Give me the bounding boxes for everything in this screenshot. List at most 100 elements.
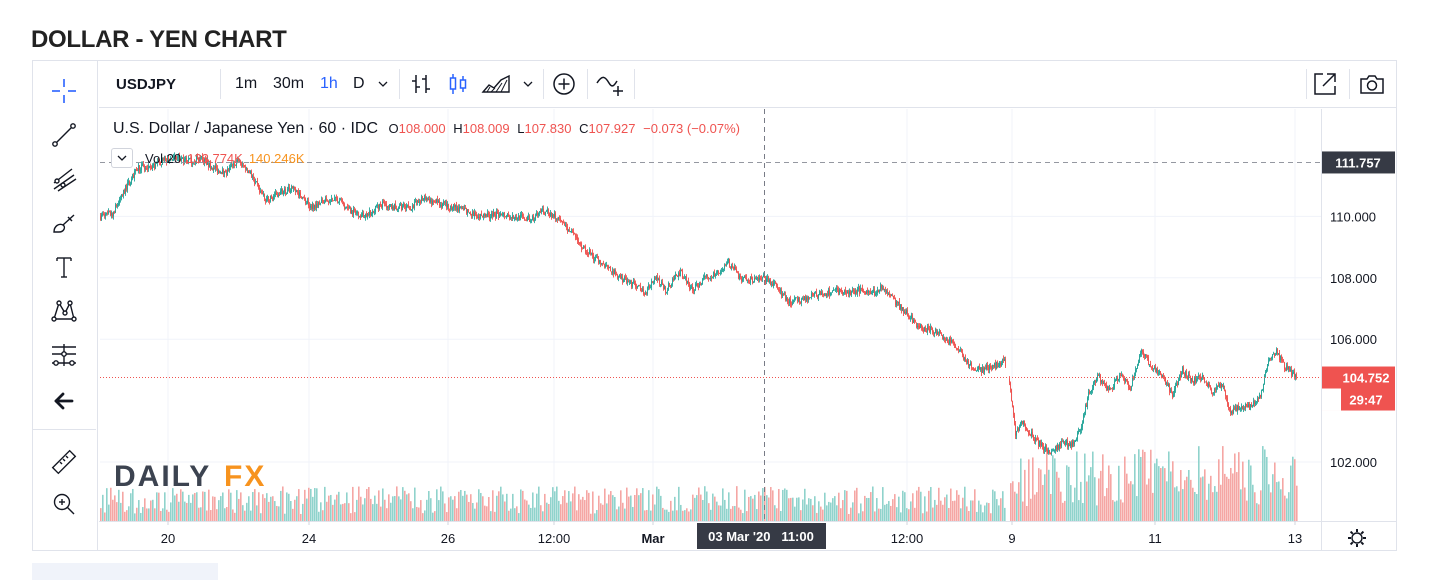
volume-bar — [746, 511, 748, 521]
candle-body — [261, 191, 262, 193]
crosshair-icon[interactable] — [32, 71, 96, 111]
candle-body — [472, 211, 473, 216]
candle-body — [651, 281, 652, 288]
candle-body — [407, 204, 408, 206]
candle-body — [1228, 403, 1229, 408]
candle-body — [1193, 381, 1194, 384]
candle-body — [834, 289, 835, 291]
candle-body — [169, 161, 170, 162]
area-icon[interactable] — [481, 61, 511, 107]
brush-icon[interactable] — [32, 203, 96, 243]
svg-text:03 Mar '20 11:00: 03 Mar '20 11:00 — [708, 529, 814, 544]
candles-icon[interactable] — [446, 61, 470, 107]
volume-bar — [1150, 449, 1152, 521]
pattern-icon[interactable] — [32, 291, 96, 331]
volume-bar — [1214, 486, 1216, 521]
volume-bar — [640, 493, 642, 521]
candle-body — [114, 211, 115, 213]
candle-body — [271, 195, 272, 198]
candle-body — [383, 201, 384, 203]
volume-bar — [1106, 488, 1108, 521]
candle-body — [523, 216, 524, 219]
candle-body — [762, 277, 763, 279]
indicators-icon[interactable] — [595, 61, 625, 107]
candle-body — [301, 196, 302, 199]
candle-body — [1275, 354, 1276, 356]
camera-icon[interactable] — [1358, 61, 1386, 107]
candle-body — [620, 275, 621, 279]
text-icon[interactable] — [32, 247, 96, 287]
candle-body — [1248, 404, 1249, 408]
candle-body — [340, 199, 341, 201]
candle-body — [1214, 388, 1215, 393]
candle-body — [432, 201, 433, 204]
settings-gear-icon[interactable] — [1348, 529, 1366, 547]
interval-30m[interactable]: 30m — [273, 75, 305, 92]
interval-1h[interactable]: 1h — [320, 75, 338, 92]
volume-bar — [424, 510, 426, 521]
candle-body — [658, 278, 659, 281]
candle-body — [573, 231, 574, 234]
bar-style-icon[interactable] — [409, 61, 433, 107]
interval-D[interactable]: D — [353, 75, 365, 92]
trend-line-icon[interactable] — [32, 115, 96, 155]
candle-body — [688, 280, 689, 284]
candle-body — [671, 284, 672, 287]
zoom-in-icon[interactable] — [32, 484, 96, 524]
candle-body — [173, 156, 174, 160]
candle-body — [1226, 395, 1227, 398]
candle-body — [238, 159, 239, 161]
candle-body — [191, 157, 192, 164]
candle-body — [1164, 376, 1165, 378]
volume-bar — [276, 505, 278, 521]
candle-body — [1099, 375, 1100, 376]
candle-body — [1194, 377, 1195, 384]
volume-bar — [272, 496, 274, 521]
candle-body — [725, 265, 726, 267]
symbol-search[interactable]: USDJPY — [116, 75, 177, 93]
interval-1m[interactable]: 1m — [235, 75, 258, 92]
volume-bar — [1098, 478, 1100, 521]
volume-bar — [352, 486, 354, 521]
candle-body — [1195, 377, 1196, 383]
ruler-icon[interactable] — [32, 442, 96, 482]
volume-bar — [896, 507, 898, 521]
volume-bar — [474, 508, 476, 521]
volume-bar — [946, 494, 948, 521]
candle-body — [1056, 446, 1057, 450]
volume-bar — [240, 492, 242, 521]
chart-type-chevron-down-icon[interactable] — [522, 61, 534, 107]
volume-bar — [558, 500, 560, 521]
candle-body — [460, 206, 461, 208]
back-arrow-icon[interactable] — [32, 381, 96, 421]
candle-body — [305, 198, 306, 204]
candle-body — [492, 213, 493, 217]
candle-body — [1100, 375, 1101, 383]
volume-bar — [692, 494, 694, 521]
volume-bar — [156, 492, 158, 521]
interval-menu-chevron-down-icon[interactable] — [377, 61, 389, 107]
candle-body — [498, 213, 499, 217]
prediction-icon[interactable] — [32, 335, 96, 375]
volume-bar — [770, 487, 772, 521]
candle-body — [938, 331, 939, 334]
candle-body — [450, 205, 451, 210]
candle-body — [864, 291, 865, 292]
candle-body — [109, 211, 110, 213]
candle-body — [458, 207, 459, 212]
candle-body — [747, 279, 748, 281]
candle-body — [807, 297, 808, 301]
candle-body — [1031, 431, 1032, 436]
candle-body — [604, 264, 605, 267]
fullscreen-icon[interactable] — [1312, 61, 1338, 107]
add-compare-icon[interactable] — [551, 61, 577, 107]
candle-body — [293, 186, 294, 189]
volume-bar — [254, 489, 256, 521]
candle-body — [685, 276, 686, 278]
candle-body — [162, 158, 163, 165]
pitchfork-icon[interactable] — [32, 159, 96, 199]
volume-bar — [442, 491, 444, 521]
candle-body — [696, 284, 697, 285]
legend-collapse-chevron-down-icon[interactable] — [111, 148, 133, 168]
